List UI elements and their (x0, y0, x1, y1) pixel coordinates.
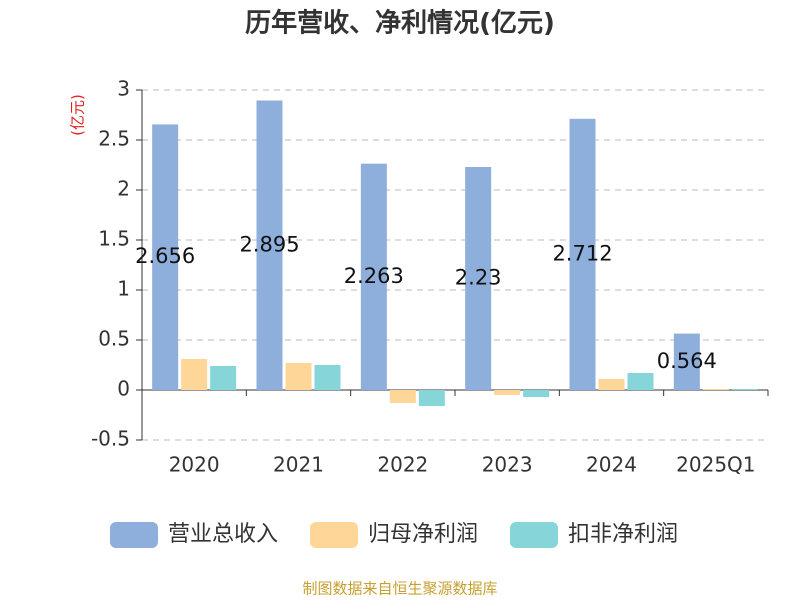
y-tick-label: 2.5 (98, 127, 130, 151)
legend-swatch (510, 522, 558, 548)
source-note: 制图数据来自恒生聚源数据库 (302, 580, 497, 598)
x-tick-label: 2023 (482, 453, 533, 477)
legend-label: 归母净利润 (368, 522, 478, 547)
bar (598, 379, 625, 390)
x-tick-label: 2021 (273, 453, 324, 477)
bar (389, 390, 416, 403)
x-tick-label: 2025Q1 (676, 453, 755, 477)
legend-swatch (310, 522, 358, 548)
y-axis-label: (亿元) (69, 94, 87, 136)
bar (314, 365, 341, 390)
bar (360, 163, 387, 390)
bar (494, 390, 521, 395)
bar (569, 118, 596, 391)
y-tick-label: 0 (117, 377, 130, 401)
bar (181, 359, 208, 390)
data-label: 2.263 (344, 264, 404, 288)
data-label: 2.656 (135, 244, 195, 268)
bar (465, 167, 492, 390)
data-label: 0.564 (657, 349, 717, 373)
bar (152, 124, 179, 391)
bar (627, 373, 654, 390)
y-tick-label: 1 (117, 277, 130, 301)
bar (418, 390, 445, 406)
bar (285, 363, 312, 390)
bar (702, 389, 729, 390)
data-label: 2.712 (552, 241, 612, 265)
bar (523, 390, 550, 397)
data-label: 2.895 (239, 232, 299, 256)
x-tick-label: 2022 (377, 453, 428, 477)
y-tick-label: 3 (117, 77, 130, 101)
y-tick-label: 2 (117, 177, 130, 201)
chart-title: 历年营收、净利情况(亿元) (245, 8, 555, 39)
bar (210, 366, 237, 390)
y-tick-label: 1.5 (98, 227, 130, 251)
y-tick-label: 0.5 (98, 327, 130, 351)
data-label: 2.23 (455, 266, 502, 290)
bar (731, 389, 758, 390)
legend-label: 营业总收入 (168, 522, 278, 547)
y-tick-label: -0.5 (91, 427, 130, 451)
legend-label: 扣非净利润 (568, 522, 678, 547)
bar (256, 100, 283, 390)
x-tick-label: 2020 (169, 453, 220, 477)
x-tick-label: 2024 (586, 453, 637, 477)
bar (673, 333, 700, 390)
legend-swatch (110, 522, 158, 548)
